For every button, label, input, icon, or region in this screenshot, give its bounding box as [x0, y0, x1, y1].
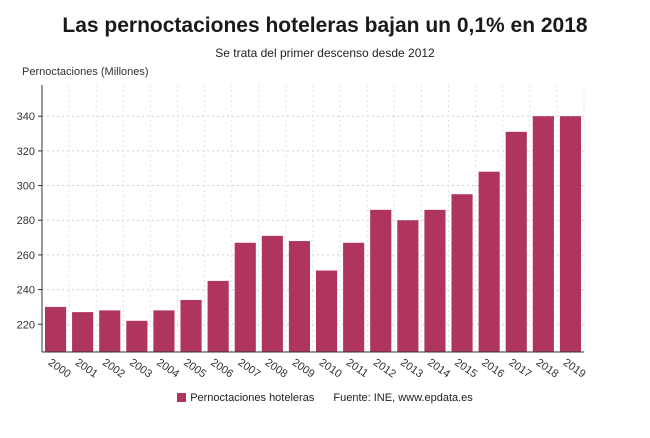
bar [505, 131, 527, 352]
y-tick-label: 340 [17, 111, 35, 123]
x-tick-label: 2016 [479, 357, 506, 381]
x-tick-label: 2002 [100, 357, 127, 381]
x-tick-label: 2012 [371, 357, 398, 381]
bar [478, 171, 500, 352]
x-tick-label: 2009 [290, 357, 317, 381]
y-axis-label: Pernoctaciones (Millones) [22, 66, 149, 78]
y-tick-label: 280 [17, 215, 35, 227]
bar [315, 270, 338, 352]
x-tick-label: 2013 [398, 357, 425, 381]
x-tick-label: 2000 [46, 357, 73, 381]
x-tick-label: 2003 [127, 357, 154, 381]
bar [559, 116, 582, 352]
chart-title: Las pernoctaciones hoteleras bajan un 0,… [62, 14, 588, 37]
bar [397, 220, 419, 352]
x-tick-label: 2015 [452, 357, 479, 381]
x-tick-label: 2019 [561, 357, 588, 381]
bar [72, 312, 94, 352]
y-tick-label: 300 [17, 181, 35, 193]
bar [99, 310, 121, 352]
x-tick-label: 2008 [263, 357, 290, 381]
bar [44, 306, 67, 352]
bar [288, 241, 311, 352]
bar [234, 242, 256, 352]
y-tick-label: 260 [17, 250, 35, 262]
bar [343, 242, 365, 352]
x-tick-label: 2014 [425, 357, 452, 381]
source-note: Fuente: INE, www.epdata.es [333, 392, 473, 404]
y-tick-label: 220 [17, 319, 35, 331]
x-tick-label: 2017 [507, 357, 534, 381]
y-tick-label: 240 [17, 285, 35, 297]
x-tick-label: 2007 [236, 357, 263, 381]
x-tick-label: 2006 [208, 357, 235, 381]
bar [451, 194, 473, 352]
legend-item: Pernoctaciones hoteleras [177, 392, 317, 404]
x-tick-label: 2010 [317, 357, 344, 381]
bar [532, 116, 554, 352]
bar [180, 299, 202, 352]
x-tick-label: 2005 [181, 357, 208, 381]
x-tick-label: 2018 [534, 357, 561, 381]
bar [424, 209, 446, 352]
x-tick-label: 2004 [154, 357, 181, 381]
y-tick-label: 320 [17, 146, 35, 158]
bar [126, 320, 148, 352]
x-tick-label: 2011 [344, 357, 370, 380]
bar [153, 310, 175, 352]
chart-subtitle: Se trata del primer descenso desde 2012 [215, 46, 435, 60]
bar [207, 280, 229, 352]
x-tick-label: 2001 [73, 357, 100, 381]
legend-label: Pernoctaciones hoteleras [190, 392, 315, 404]
bar [261, 235, 283, 352]
chart-footer: Pernoctaciones hoteleras Fuente: INE, ww… [0, 392, 650, 404]
bar [370, 209, 392, 352]
legend-swatch [177, 393, 187, 402]
